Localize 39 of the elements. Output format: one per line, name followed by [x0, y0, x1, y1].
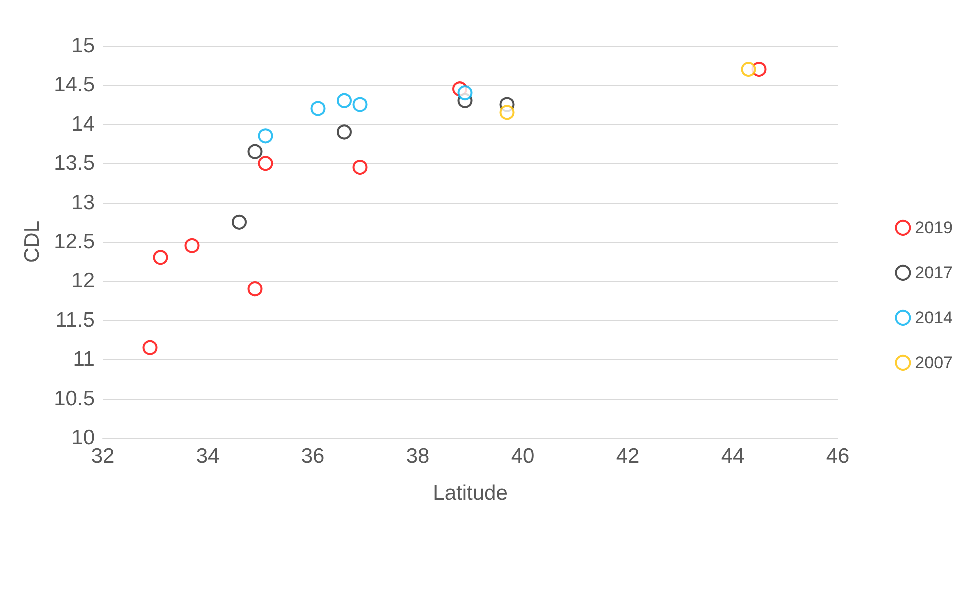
y-tick-label: 14 — [72, 112, 96, 136]
x-tick-label: 36 — [301, 445, 325, 468]
point — [500, 105, 515, 120]
y-tick-label: 13 — [72, 191, 95, 214]
point — [153, 250, 168, 266]
x-tick-label: 38 — [406, 445, 430, 468]
x-tick-label: 46 — [826, 445, 850, 468]
legend-label: 2017 — [915, 264, 954, 282]
x-tick-label: 44 — [721, 445, 745, 468]
legend-label: 2019 — [915, 218, 954, 238]
point — [248, 144, 263, 160]
point — [142, 340, 158, 356]
point — [258, 156, 274, 172]
x-tick-label: 40 — [511, 445, 535, 468]
y-tick-label: 12.5 — [54, 230, 95, 254]
point — [741, 62, 756, 78]
legend-label: 2014 — [915, 308, 954, 328]
point — [310, 101, 326, 116]
point — [337, 124, 352, 140]
point — [337, 93, 352, 108]
point — [184, 238, 200, 254]
y-tick-label: 13.5 — [54, 152, 95, 176]
y-axis-title: CDL — [21, 220, 44, 264]
x-axis-title: Latitude — [433, 482, 508, 505]
point — [352, 160, 368, 176]
point — [458, 86, 473, 101]
y-tick-label: 10.5 — [54, 387, 95, 410]
point — [232, 214, 247, 230]
y-tick-label: 11.5 — [56, 308, 95, 332]
y-tick-label: 11 — [73, 348, 95, 372]
y-tick-label: 14.5 — [54, 74, 95, 97]
y-tick-label: 12 — [72, 270, 95, 293]
y-tick-label: 15 — [72, 34, 95, 58]
x-tick-label: 34 — [196, 445, 220, 468]
legend-label: 2007 — [915, 354, 954, 372]
point — [248, 282, 263, 297]
point — [352, 97, 368, 112]
point — [258, 128, 274, 144]
x-tick-label: 42 — [616, 445, 640, 468]
